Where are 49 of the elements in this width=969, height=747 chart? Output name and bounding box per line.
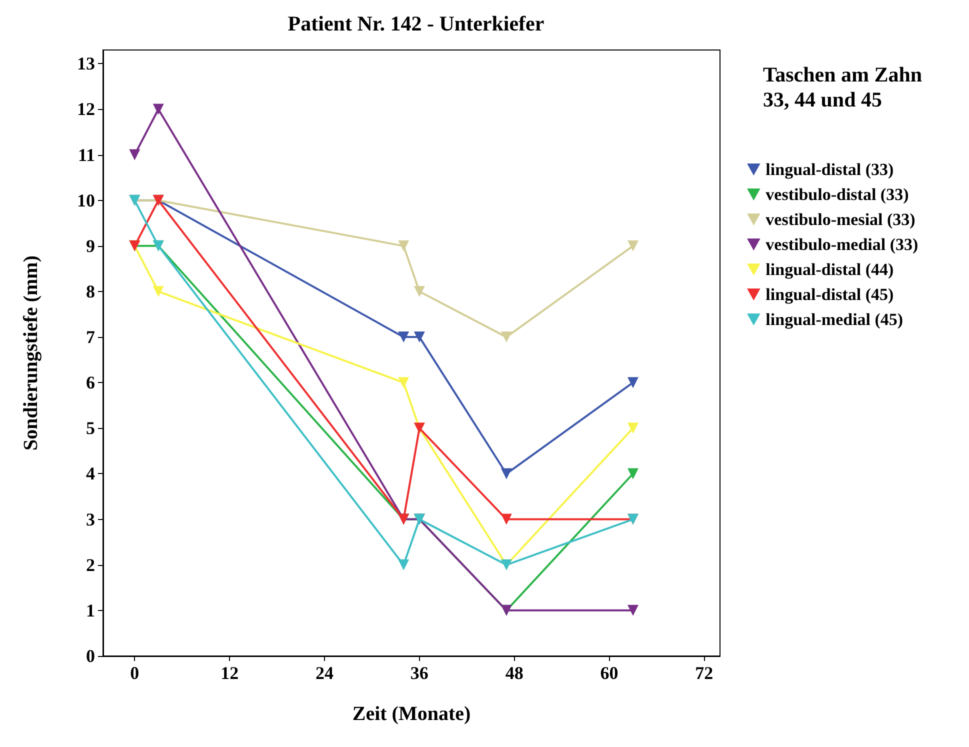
y-tick-label: 13 — [77, 54, 95, 74]
point — [627, 604, 638, 616]
y-tick-label: 11 — [78, 144, 95, 165]
y-tick-label: 12 — [77, 99, 95, 120]
y-tick-label: 1 — [86, 600, 95, 620]
y-tick-label: 9 — [86, 236, 95, 256]
point — [398, 332, 410, 343]
x-tick-label: 36 — [410, 663, 428, 683]
y-tick-label: 7 — [86, 327, 95, 348]
y-tick-label: 0 — [86, 646, 95, 666]
point — [627, 240, 638, 252]
point — [500, 514, 512, 525]
y-tick-label: 6 — [86, 372, 95, 393]
legend-label: vestibulo-medial (33) — [766, 235, 918, 254]
point — [414, 332, 425, 343]
x-tick-label: 24 — [315, 663, 334, 683]
legend-label: vestibulo-distal (33) — [766, 185, 909, 204]
x-tick-label: 12 — [220, 663, 239, 683]
x-tick-label: 60 — [600, 663, 618, 683]
point — [152, 286, 164, 297]
y-tick-label: 2 — [86, 554, 95, 575]
chart-title: Patient Nr. 142 - Unterkiefer — [288, 12, 544, 36]
legend-label: vestibulo-mesial (33) — [766, 210, 916, 229]
y-tick-label: 8 — [86, 281, 95, 302]
point — [398, 377, 410, 388]
x-axis-title: Zeit (Monate) — [352, 703, 471, 725]
point — [500, 332, 512, 343]
point — [500, 468, 512, 480]
legend-title: Taschen am Zahn 33, 44 und 45 — [763, 62, 928, 112]
point — [129, 149, 140, 160]
y-tick-label: 10 — [77, 190, 95, 210]
y-axis-title: Sondierungstiefe (mm) — [20, 256, 42, 450]
point — [627, 422, 638, 434]
legend-label: lingual-distal (33) — [766, 160, 894, 179]
x-tick-label: 48 — [505, 663, 524, 683]
point — [627, 468, 638, 480]
point — [627, 377, 638, 388]
y-tick-label: 3 — [86, 509, 95, 530]
y-tick-label: 4 — [86, 464, 95, 484]
point — [152, 104, 164, 115]
legend-label: lingual-distal (45) — [766, 285, 894, 304]
legend-label: lingual-distal (44) — [766, 260, 894, 279]
x-tick-label: 72 — [695, 663, 714, 683]
y-tick-label: 5 — [86, 418, 95, 438]
point — [398, 559, 410, 570]
x-tick-label: 0 — [130, 663, 140, 683]
point — [414, 286, 425, 297]
point — [398, 240, 410, 252]
legend-label: lingual-medial (45) — [766, 310, 904, 329]
